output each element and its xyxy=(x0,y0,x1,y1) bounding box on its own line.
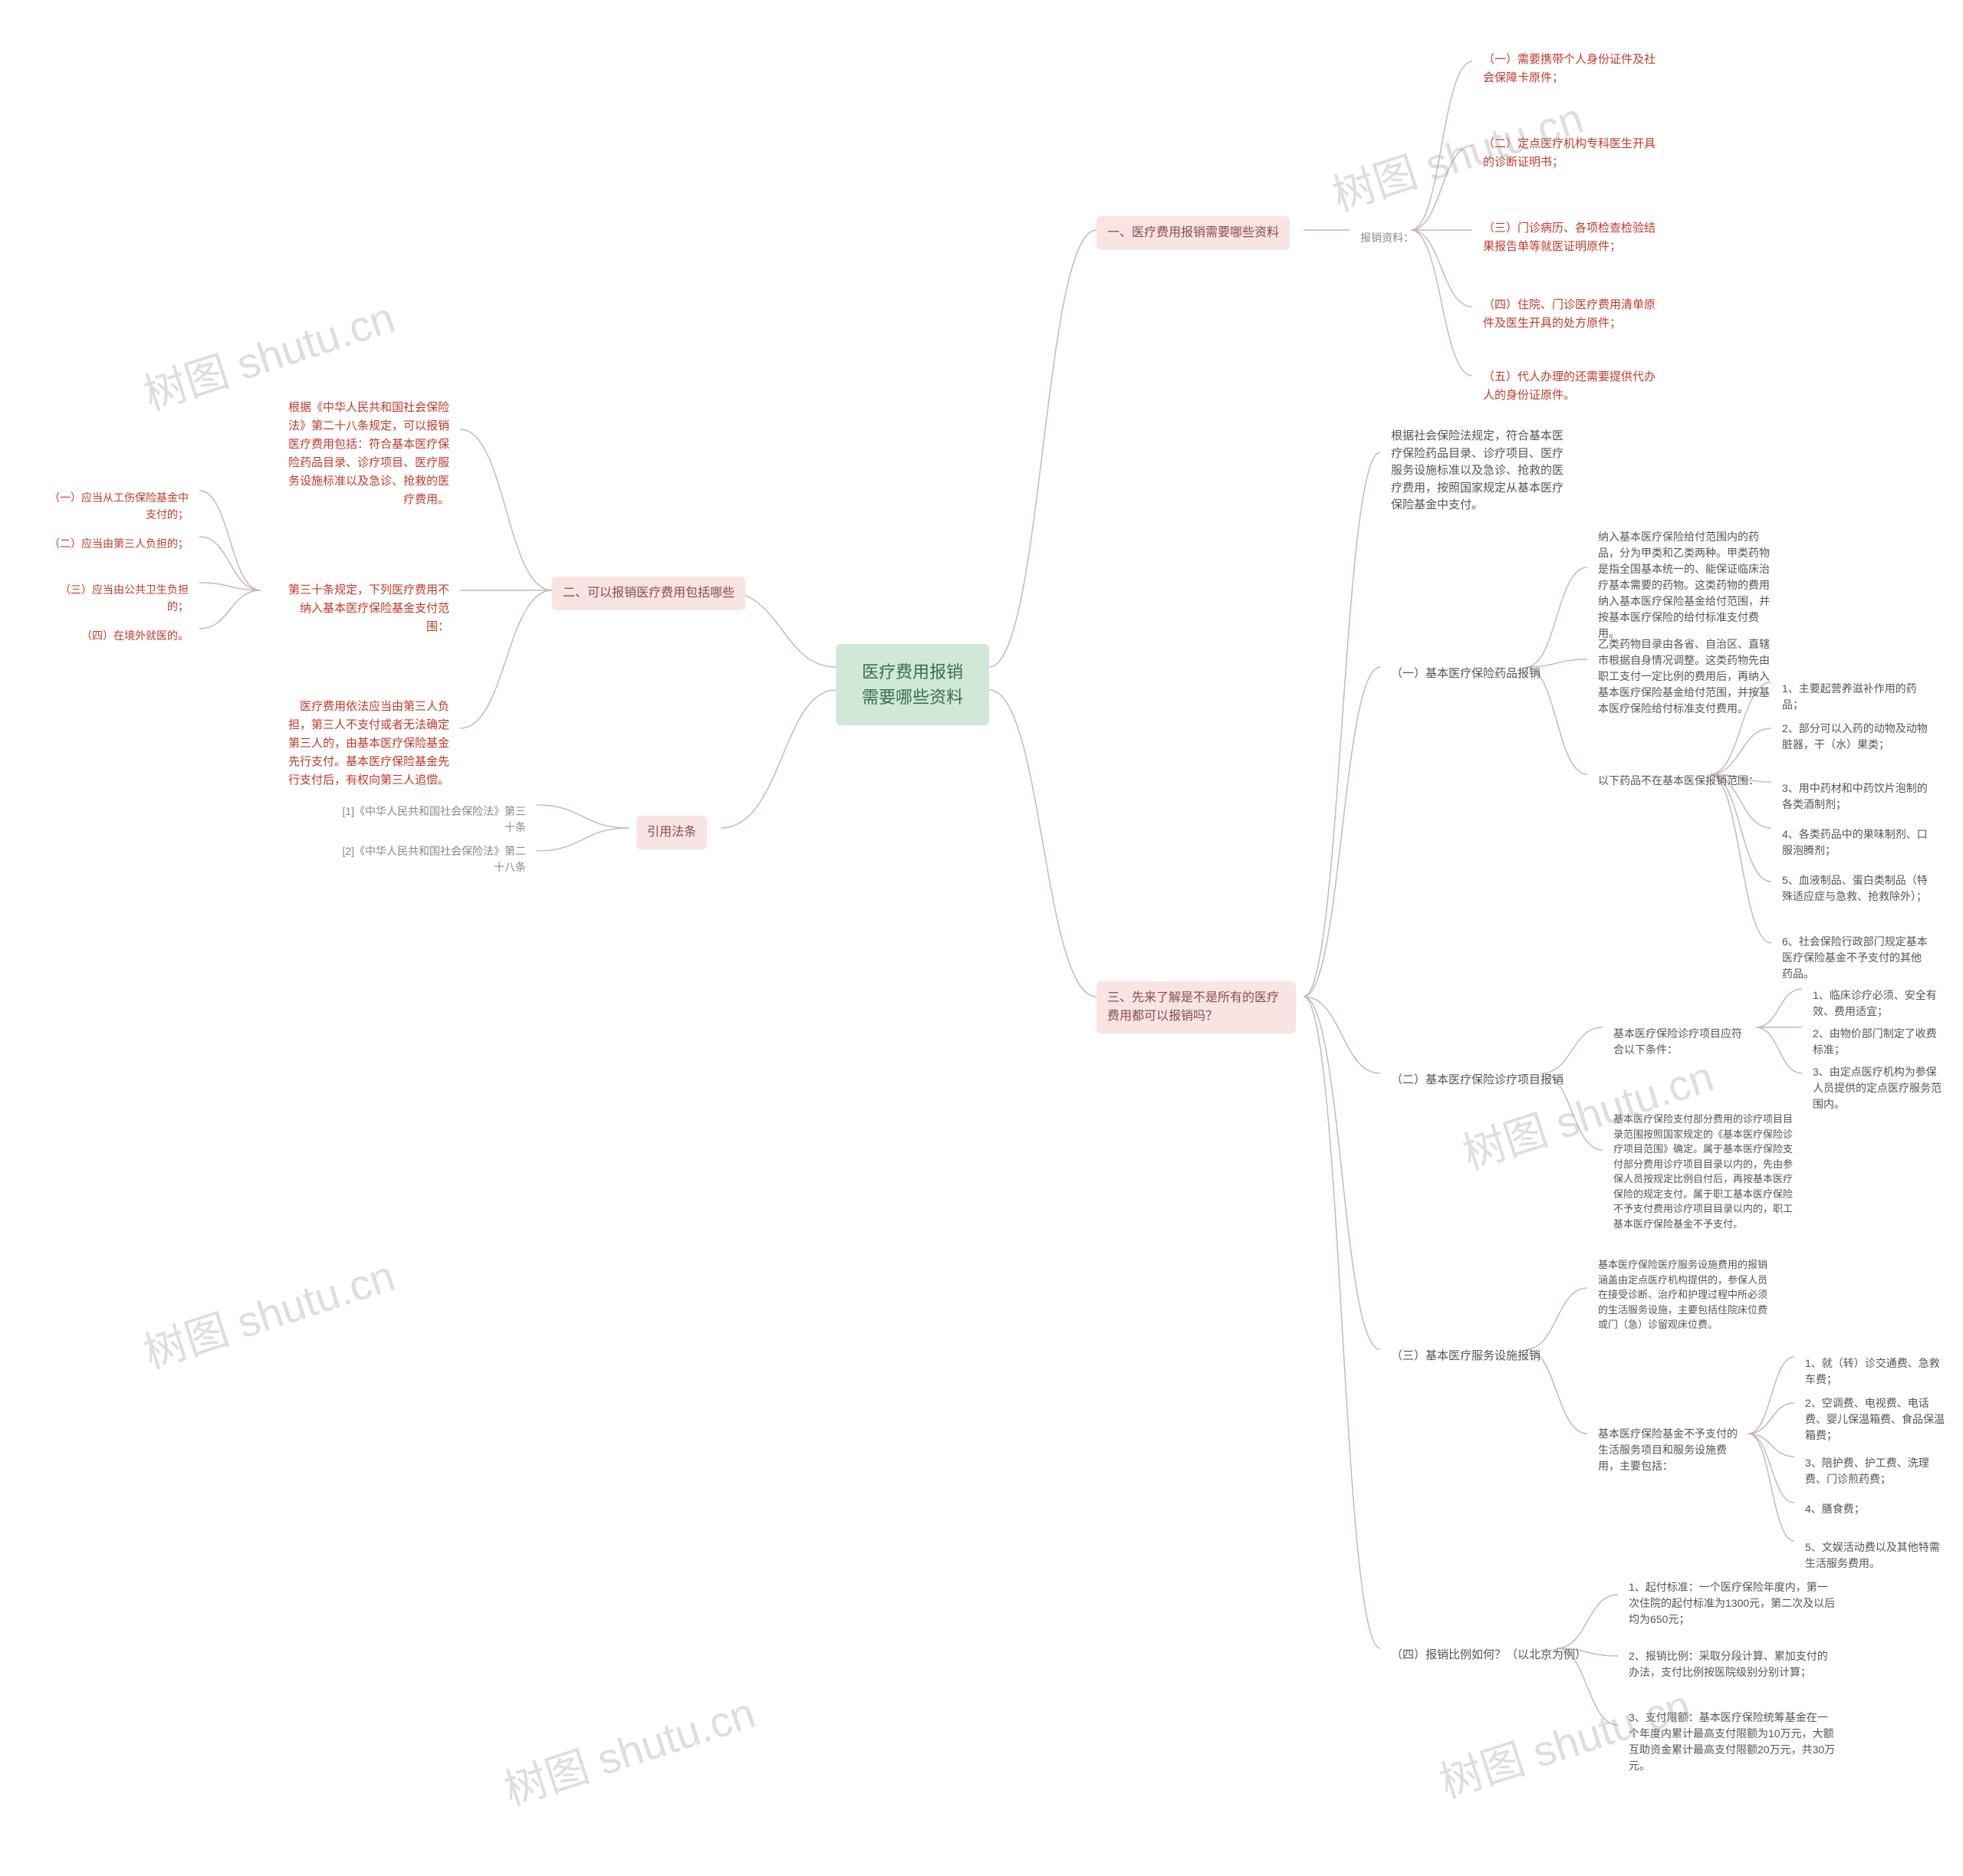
b3-3-b-item-2: 2、空调费、电视费、电话费、婴儿保温箱费、食品保温箱费； xyxy=(1794,1388,1955,1451)
branch-1[interactable]: 一、医疗费用报销需要哪些资料 xyxy=(1097,216,1290,250)
b3-4-label: （四）报销比例如何？（以北京为例） xyxy=(1380,1639,1597,1672)
branch-3[interactable]: 三、先来了解是不是所有的医疗费用都可以报销吗？ xyxy=(1097,981,1296,1033)
b2-mid-text: 第三十条规定，下列医疗费用不纳入基本医疗保险基金支付范围： xyxy=(268,573,460,644)
b3-2-b: 基本医疗保险支付部分费用的诊疗项目目录范围按照国家规定的《基本医疗保险诊疗项目范… xyxy=(1603,1104,1810,1239)
b1-item-4: （四）住院、门诊医疗费用清单原件及医生开具的处方原件； xyxy=(1472,288,1672,340)
b3-1-label: （一）基本医疗保险药品报销 xyxy=(1380,658,1551,691)
b3-1-c-item-5: 5、血液制品、蛋白类制品（特殊适应症与急救、抢救除外）； xyxy=(1771,865,1940,912)
b2-mid-item-2: （二）应当由第三人负担的； xyxy=(31,527,199,560)
b2-bot-text: 医疗费用依法应当由第三人负担，第三人不支付或者无法确定第三人的，由基本医疗保险基… xyxy=(268,690,460,797)
b3-4-item-3: 3、支付限额：基本医疗保险统筹基金在一个年度内累计最高支付限额为10万元，大额互… xyxy=(1618,1702,1848,1782)
b3-1-c-item-2: 2、部分可以入药的动物及动物脏器，干（水）果类； xyxy=(1771,713,1940,761)
cite-item-2: [2]《中华人民共和国社会保险法》第二十八条 xyxy=(322,836,537,883)
b3-2-a-label: 基本医疗保险诊疗项目应符合以下条件： xyxy=(1603,1018,1756,1066)
b3-2-a-item-3: 3、由定点医疗机构为参保人员提供的定点医疗服务范围内。 xyxy=(1802,1056,1955,1120)
b3-4-item-1: 1、起付标准：一个医疗保险年度内，第一次住院的起付标准为1300元，第二次及以后… xyxy=(1618,1572,1848,1635)
b3-1-c-label: 以下药品不在基本医保报销范围： xyxy=(1587,765,1770,797)
b1-item-3: （三）门诊病历、各项检查检验结果报告单等就医证明原件； xyxy=(1472,212,1672,264)
b2-mid-item-4: （四）在境外就医的。 xyxy=(31,619,199,652)
branch-2[interactable]: 二、可以报销医疗费用包括哪些 xyxy=(552,577,745,610)
b2-top-text: 根据《中华人民共和国社会保险法》第二十八条规定，可以报销医疗费用包括：符合基本医… xyxy=(268,391,460,517)
b1-item-5: （五）代人办理的还需要提供代办人的身份证原件。 xyxy=(1472,360,1672,412)
watermark: 树图 shutu.cn xyxy=(495,1679,762,1819)
b3-2-label: （二）基本医疗保险诊疗项目报销 xyxy=(1380,1064,1574,1097)
b1-sub-label: 报销资料： xyxy=(1350,222,1425,254)
b3-3-b-label: 基本医疗保险基金不予支付的生活服务项目和服务设施费用，主要包括： xyxy=(1587,1418,1748,1482)
root-node[interactable]: 医疗费用报销需要哪些资料 xyxy=(836,644,989,725)
b2-mid-item-3: （三）应当由公共卫生负担的； xyxy=(31,573,199,623)
branch-cite[interactable]: 引用法条 xyxy=(636,816,707,849)
b3-4-item-2: 2、报销比例：采取分段计算、累加支付的办法，支付比例按医院级别分别计算； xyxy=(1618,1641,1848,1688)
b3-3-b-item-3: 3、陪护费、护工费、洗理费、门诊煎药费； xyxy=(1794,1447,1955,1495)
b1-item-2: （二）定点医疗机构专科医生开具的诊断证明书； xyxy=(1472,127,1672,179)
b3-3-a: 基本医疗保险医疗服务设施费用的报销涵盖由定点医疗机构提供的，参保人员在接受诊断、… xyxy=(1587,1250,1787,1340)
b3-1-b: 乙类药物目录由各省、自治区、直辖市根据自身情况调整。这类药物先由职工支付一定比例… xyxy=(1587,629,1787,724)
b3-1-c-item-4: 4、各类药品中的果味制剂、口服泡腾剂； xyxy=(1771,819,1940,866)
b3-3-b-item-4: 4、膳食费； xyxy=(1794,1493,1955,1525)
b3-1-c-item-3: 3、用中药材和中药饮片泡制的各类酒制剂； xyxy=(1771,773,1940,820)
b1-item-1: （一）需要携带个人身份证件及社会保障卡原件； xyxy=(1472,43,1672,95)
b3-3-label: （三）基本医疗服务设施报销 xyxy=(1380,1340,1551,1373)
watermark: 树图 shutu.cn xyxy=(135,1242,402,1382)
b3-top-text: 根据社会保险法规定，符合基本医疗保险药品目录、诊疗项目、医疗服务设施标准以及急诊… xyxy=(1380,420,1580,522)
b2-mid-item-1: （一）应当从工伤保险基金中支付的； xyxy=(31,481,199,531)
